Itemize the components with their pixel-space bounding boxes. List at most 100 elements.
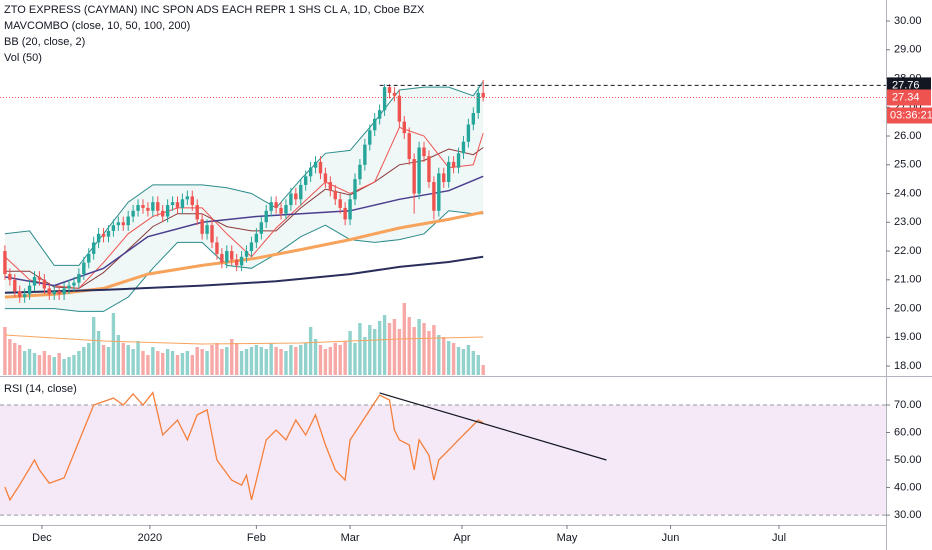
indicator-label[interactable]: MAVCOMBO (close, 10, 50, 100, 200) <box>4 20 191 32</box>
candle-body <box>146 207 150 211</box>
volume-bar <box>18 345 22 375</box>
volume-bar <box>239 351 244 375</box>
candle-body <box>333 190 337 200</box>
indicator-label[interactable]: RSI (14, close) <box>4 383 77 395</box>
volume-bar <box>269 343 273 375</box>
volume-bar <box>333 343 337 375</box>
volume-bar <box>446 341 451 375</box>
moving-average <box>4 255 484 294</box>
y-tick-label: 19.00 <box>894 331 922 343</box>
price-tag <box>887 89 931 106</box>
volume-bar <box>121 343 125 375</box>
volume-bar <box>299 345 303 375</box>
volume-bar <box>259 347 264 375</box>
y-tick-label: 25.00 <box>894 159 922 171</box>
candle-body <box>442 173 446 183</box>
candle-body <box>318 161 323 174</box>
candle-body <box>446 161 451 183</box>
volume-bar <box>200 349 204 375</box>
candle-body <box>382 87 387 111</box>
candle-body <box>116 222 121 226</box>
candle-body <box>215 242 219 254</box>
price-tag <box>887 77 931 94</box>
candle-body <box>392 92 397 96</box>
bollinger-lower <box>4 210 484 312</box>
candle-body <box>151 202 155 211</box>
volume-bar <box>42 351 47 375</box>
volume-bar <box>456 347 461 375</box>
candle-body <box>264 210 268 223</box>
candle-body <box>141 205 145 208</box>
volume-bar <box>407 317 411 375</box>
volume-bar <box>126 345 130 375</box>
candle-body <box>353 179 357 200</box>
volume-bar <box>151 347 155 375</box>
candle-body <box>289 193 293 206</box>
volume-bar <box>254 345 259 375</box>
volume-bar <box>27 349 32 375</box>
candle-body <box>259 222 264 234</box>
y-tick-label: 22.00 <box>894 245 922 257</box>
volume-bar <box>205 351 209 375</box>
volume-bar <box>37 355 42 375</box>
candle-body <box>437 173 441 211</box>
candle-body <box>422 147 426 157</box>
volume-bar <box>363 337 367 375</box>
candle-body <box>101 233 106 237</box>
x-tick-label: Dec <box>32 532 52 544</box>
candle-body <box>52 291 56 295</box>
candle-body <box>165 205 170 217</box>
volume-bar <box>141 351 145 375</box>
volume-bar <box>343 341 347 375</box>
y-tick-label: 20.00 <box>894 302 922 314</box>
volume-bar <box>358 323 362 375</box>
countdown-label: 03:36:21 <box>890 109 932 121</box>
candle-body <box>299 184 303 200</box>
candle-body <box>47 288 52 295</box>
volume-bar <box>165 349 170 375</box>
candle-body <box>13 279 17 292</box>
volume-bar <box>481 365 485 375</box>
candle-body <box>471 113 476 125</box>
volume-bar <box>476 355 480 375</box>
indicator-label[interactable]: Vol (50) <box>4 52 42 64</box>
volume-bar <box>52 357 56 375</box>
volume-bar <box>225 347 229 375</box>
volume-bar <box>57 353 61 375</box>
candle-body <box>8 274 12 280</box>
candle-body <box>67 285 71 289</box>
candle-body <box>407 133 411 160</box>
candle-body <box>244 251 249 257</box>
volume-bar <box>161 353 165 375</box>
candle-body <box>111 225 116 231</box>
volume-bar <box>318 345 323 375</box>
candle-body <box>397 95 402 122</box>
volume-bar <box>230 339 234 375</box>
volume-bar <box>91 317 96 375</box>
candle-body <box>303 176 308 185</box>
candle-body <box>170 202 175 206</box>
price-tag-label: 27.76 <box>892 79 920 91</box>
volume-bar <box>279 349 283 375</box>
candle-body <box>32 276 37 286</box>
volume-bar <box>471 351 476 375</box>
candle-body <box>180 199 185 208</box>
trendline <box>379 392 607 461</box>
volume-bar <box>185 351 190 375</box>
symbol-title[interactable]: ZTO EXPRESS (CAYMAN) INC SPON ADS EACH R… <box>4 4 425 16</box>
volume-bar <box>432 325 436 375</box>
volume-bar <box>274 347 278 375</box>
volume-bar <box>373 329 377 375</box>
x-tick-label: Jun <box>662 532 680 544</box>
indicator-label[interactable]: BB (20, close, 2) <box>4 36 86 48</box>
volume-bar <box>210 345 214 375</box>
candle-body <box>323 173 328 183</box>
volume-bar <box>136 341 140 375</box>
candle-body <box>91 242 96 254</box>
candle-body <box>294 193 298 200</box>
volume-bar <box>387 323 392 375</box>
volume-bar <box>451 343 456 375</box>
candle-body <box>343 207 347 220</box>
volume-bar <box>156 351 160 375</box>
volume-bar <box>62 359 66 375</box>
